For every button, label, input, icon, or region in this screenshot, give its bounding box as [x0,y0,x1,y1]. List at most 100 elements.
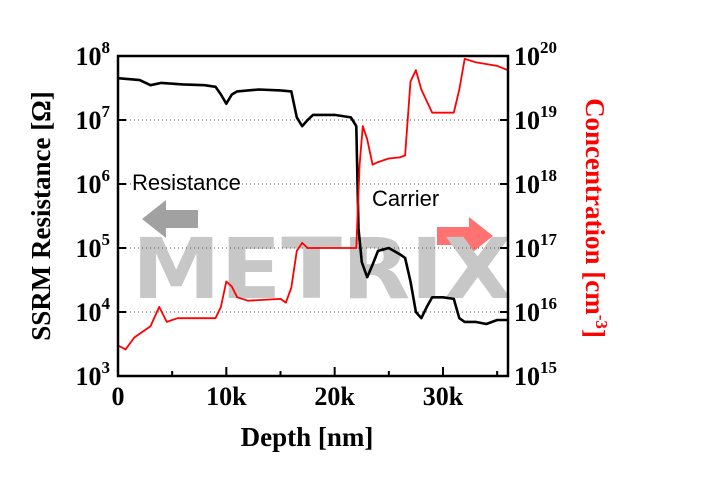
point-resistance [350,116,352,119]
point-resistance [377,250,379,252]
point-resistance [463,321,466,323]
point-carrier [214,317,217,320]
point-carrier [225,280,228,283]
point-resistance [388,247,390,249]
y-left-tick-label: 107 [76,102,111,135]
point-carrier [296,250,298,252]
point-resistance [355,125,358,127]
point-carrier [301,242,304,244]
point-carrier [279,298,282,300]
point-resistance [214,86,217,88]
point-resistance [415,311,417,313]
point-resistance [371,263,374,266]
y-right-tick-label: 1016 [514,294,557,327]
point-resistance [182,83,184,86]
watermark-text: METRIX [132,220,512,318]
point-resistance [474,321,477,323]
y-left-tick-label: 103 [76,358,111,391]
point-resistance [357,227,360,230]
x-tick-label: 30k [423,382,464,411]
x-tick-label: 20k [314,382,355,411]
point-carrier [474,61,477,63]
point-resistance [442,296,444,299]
y-right-tick-label: 1020 [514,38,557,71]
annotation-carrier: Carrier [372,186,439,211]
x-tick-label: 10k [206,382,247,411]
point-carrier [193,317,195,320]
y-left-tick-label: 108 [76,38,111,71]
point-resistance [306,119,309,121]
point-carrier [453,111,455,114]
point-carrier [133,336,136,339]
point-carrier [496,65,499,67]
point-carrier [247,299,249,302]
point-resistance [409,280,412,283]
series-line-carrier [117,58,509,351]
point-carrier [362,125,364,127]
point-carrier [366,138,369,141]
point-carrier [388,157,390,160]
series-line-resistance [117,76,508,326]
y-left-tick-label: 104 [76,294,111,327]
point-resistance [236,90,238,93]
point-carrier [415,69,417,71]
annotation-resistance: Resistance [132,170,241,195]
point-resistance [301,125,304,127]
point-resistance [258,88,260,91]
point-carrier [231,285,233,288]
point-resistance [496,319,499,321]
point-carrier [409,80,412,83]
point-carrier [404,154,406,157]
plot-frame [116,54,510,378]
point-resistance [312,114,314,116]
point-resistance [149,84,152,86]
point-resistance [225,102,228,105]
point-carrier [220,306,222,308]
point-resistance [279,89,282,92]
point-resistance [431,296,434,299]
y-right-tick-label: 1017 [514,230,558,263]
y-left-tick-label: 106 [76,166,111,199]
point-carrier [312,247,314,249]
point-resistance [458,317,461,320]
watermark: METRIX [132,200,512,318]
point-resistance [296,116,298,119]
point-carrier [306,247,309,249]
watermark-arrow-left [142,200,198,238]
y-axis-title-left: SSRM Resistance [Ω] [26,91,56,341]
x-tick-label: 0 [112,382,125,411]
point-carrier [355,247,358,249]
y-axis-title-right: Concentration [cm-3] [580,98,611,338]
point-resistance [404,257,406,259]
y-axis-title-right-sup: -3 [592,315,611,329]
tick-labels: 103 104 105 106 107 108 1015 1016 1017 1018 1019 10… [76,38,558,411]
point-carrier [285,301,287,304]
point-resistance [366,276,369,279]
point-resistance [203,84,206,86]
point-resistance [231,93,233,96]
y-axis-title-right-close: ] [580,329,610,338]
point-resistance [290,90,293,93]
point-resistance [333,114,336,116]
point-resistance [485,323,488,325]
y-right-tick-label: 1019 [514,102,557,135]
grid [118,119,508,313]
point-resistance [220,93,222,96]
y-right-tick-label: 1015 [514,358,557,391]
point-carrier [463,58,466,60]
point-carrier [158,306,160,308]
point-resistance [420,317,423,320]
ticks [117,55,508,377]
watermark-arrow-right [437,217,493,255]
y-axis-title-right-main: Concentration [cm [580,98,610,315]
point-resistance [398,253,401,255]
point-carrier [149,325,152,328]
point-carrier [176,317,179,320]
x-axis-title: Depth [nm] [241,422,374,452]
point-resistance [361,261,363,264]
point-carrier [236,296,238,299]
point-resistance [426,306,428,308]
point-carrier [371,163,374,166]
point-carrier [124,348,127,351]
